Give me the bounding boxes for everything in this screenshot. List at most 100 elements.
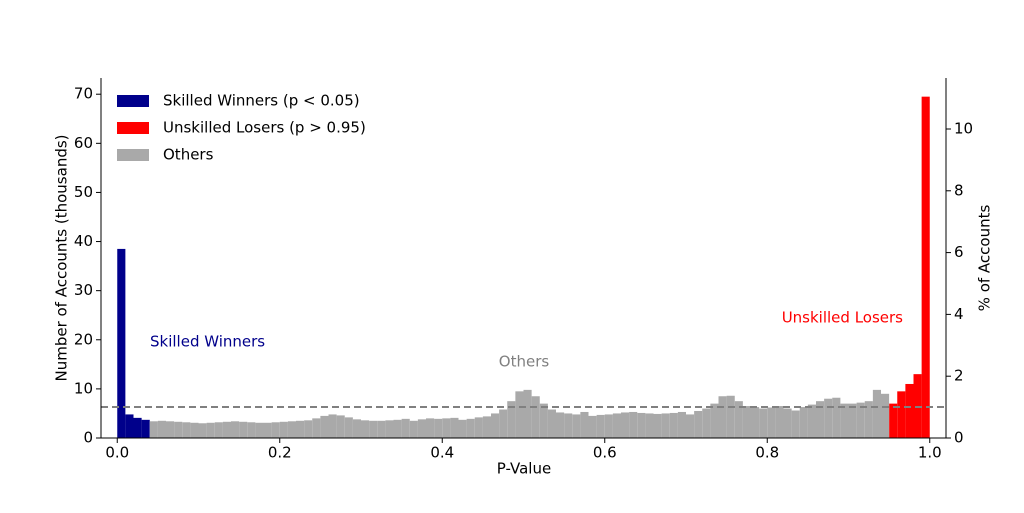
histogram-bar xyxy=(482,416,491,438)
histogram-bar xyxy=(621,412,630,438)
histogram-bar xyxy=(377,420,386,438)
histogram-bar xyxy=(515,391,524,438)
legend-swatch xyxy=(117,149,149,161)
y2-tick-label: 2 xyxy=(954,367,964,385)
histogram-bar xyxy=(726,395,735,438)
histogram-bar xyxy=(645,413,654,438)
histogram-bar xyxy=(320,415,329,438)
histogram-bar xyxy=(491,413,500,438)
histogram-bar xyxy=(247,422,256,438)
histogram-bar xyxy=(604,414,613,438)
histogram-bar xyxy=(287,421,296,438)
histogram-bar xyxy=(214,422,223,438)
histogram-bar xyxy=(539,403,548,438)
histogram-bar xyxy=(352,419,361,438)
y-tick-label: 70 xyxy=(74,85,93,103)
histogram-bar xyxy=(661,413,670,438)
y2-tick-label: 8 xyxy=(954,181,964,199)
x-tick-label: 0.8 xyxy=(755,444,779,462)
y-tick-label: 60 xyxy=(74,134,93,152)
histogram-bar xyxy=(824,398,833,438)
histogram-bar xyxy=(710,403,719,438)
annotation: Unskilled Losers xyxy=(782,309,903,327)
histogram-bar xyxy=(141,419,150,438)
histogram-bar xyxy=(653,413,662,438)
histogram-bar xyxy=(889,403,898,438)
histogram-bar xyxy=(807,404,816,438)
histogram-bar xyxy=(385,420,394,438)
histogram-bar xyxy=(791,410,800,438)
y-tick-label: 30 xyxy=(74,281,93,299)
y-axis-label: Number of Accounts (thousands) xyxy=(53,134,71,381)
legend-label: Unskilled Losers (p > 0.95) xyxy=(163,119,366,137)
histogram-bar xyxy=(718,396,727,438)
y-tick-label: 50 xyxy=(74,183,93,201)
histogram-bar xyxy=(775,406,784,438)
histogram-bar xyxy=(572,414,581,438)
histogram-bar xyxy=(499,409,508,438)
histogram-bar xyxy=(751,407,760,438)
histogram-bar xyxy=(588,415,597,438)
histogram-bar xyxy=(881,393,890,438)
histogram-bar xyxy=(767,407,776,438)
histogram-bar xyxy=(206,422,215,438)
histogram-bar xyxy=(523,389,532,438)
x-tick-label: 0.2 xyxy=(268,444,292,462)
histogram-bar xyxy=(125,414,134,438)
y-tick-label: 10 xyxy=(74,379,93,397)
histogram-bar xyxy=(531,396,540,438)
histogram-bar xyxy=(547,409,556,438)
y2-tick-label: 0 xyxy=(954,429,964,447)
histogram-bar xyxy=(231,421,240,438)
histogram-bar xyxy=(556,412,565,438)
histogram-bar xyxy=(799,407,808,438)
histogram-bar xyxy=(921,96,930,438)
histogram-bar xyxy=(458,419,467,438)
x-axis-label: P-Value xyxy=(497,460,551,478)
x-tick-label: 0.4 xyxy=(430,444,454,462)
histogram-bar xyxy=(304,420,313,438)
histogram-bar xyxy=(629,411,638,438)
histogram-bar xyxy=(401,418,410,438)
histogram-bar xyxy=(734,401,743,438)
x-tick-label: 0.6 xyxy=(593,444,617,462)
histogram-bar xyxy=(279,421,288,438)
histogram-bar xyxy=(759,408,768,438)
histogram-bar xyxy=(198,423,207,438)
histogram-bar xyxy=(296,420,305,438)
legend-label: Others xyxy=(163,146,214,164)
histogram-bar xyxy=(694,410,703,438)
histogram-bar xyxy=(182,422,191,438)
histogram-bar xyxy=(872,389,881,438)
histogram-bar xyxy=(149,421,158,438)
histogram-bar xyxy=(637,412,646,438)
histogram-bar xyxy=(263,422,272,438)
histogram-bar xyxy=(702,408,711,438)
y2-tick-label: 10 xyxy=(954,119,973,137)
histogram-bar xyxy=(864,401,873,438)
histogram-bar xyxy=(239,421,248,438)
histogram-bar xyxy=(783,408,792,438)
histogram-bar xyxy=(686,414,695,438)
histogram-bar xyxy=(157,420,166,438)
histogram-bar xyxy=(848,403,857,438)
histogram-bar xyxy=(612,413,621,438)
histogram-bar xyxy=(442,418,451,438)
histogram-bar xyxy=(336,415,345,438)
histogram-bar xyxy=(897,391,906,438)
histogram-bar xyxy=(816,401,825,438)
histogram-bar xyxy=(742,406,751,438)
histogram-bar xyxy=(580,411,589,438)
histogram-bar xyxy=(361,420,370,438)
histogram-bar xyxy=(271,422,280,438)
y-tick-label: 20 xyxy=(74,330,93,348)
histogram-bar xyxy=(117,248,126,438)
x-tick-label: 1.0 xyxy=(918,444,942,462)
histogram-bar xyxy=(174,421,183,438)
y-tick-label: 0 xyxy=(83,429,93,447)
annotation: Others xyxy=(499,353,550,371)
histogram-bar xyxy=(434,418,443,438)
histogram-bar xyxy=(474,417,483,438)
legend-swatch xyxy=(117,95,149,107)
